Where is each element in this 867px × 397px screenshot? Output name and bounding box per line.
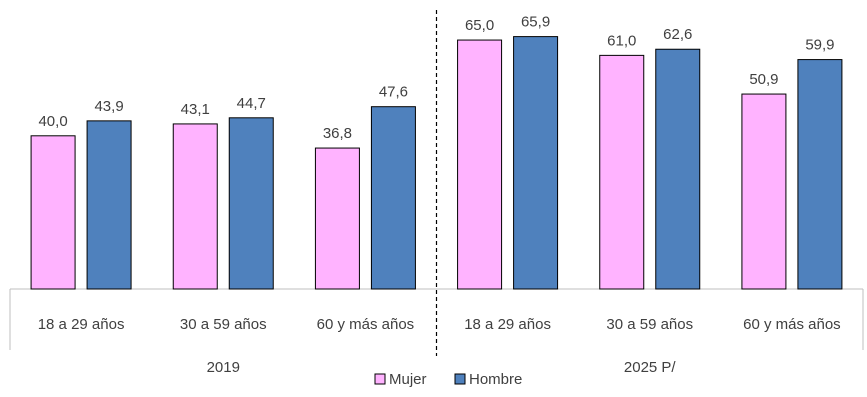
category-label: 30 a 59 años bbox=[180, 316, 267, 333]
data-label-mujer: 43,1 bbox=[181, 101, 210, 118]
data-label-hombre: 59,9 bbox=[805, 37, 834, 54]
bar-hombre bbox=[228, 117, 274, 290]
data-label-mujer: 61,0 bbox=[607, 32, 636, 49]
bar-hombre bbox=[655, 48, 701, 290]
bar-mujer bbox=[599, 54, 645, 290]
bar-hombre bbox=[86, 120, 132, 290]
category-label: 30 a 59 años bbox=[606, 316, 693, 333]
data-label-mujer: 40,0 bbox=[38, 113, 67, 130]
data-label-hombre: 62,6 bbox=[663, 26, 692, 43]
bar-mujer bbox=[741, 93, 787, 290]
category-label: 18 a 29 años bbox=[464, 316, 551, 333]
bar-mujer bbox=[172, 123, 218, 290]
category-label: 60 y más años bbox=[743, 316, 841, 333]
data-label-hombre: 43,9 bbox=[94, 98, 123, 115]
data-label-hombre: 47,6 bbox=[379, 84, 408, 101]
legend-label-hombre: Hombre bbox=[469, 371, 522, 388]
bar-mujer bbox=[457, 39, 503, 290]
bar-hombre bbox=[370, 106, 416, 290]
data-label-mujer: 65,0 bbox=[465, 17, 494, 34]
data-label-mujer: 36,8 bbox=[323, 125, 352, 142]
bar-mujer bbox=[30, 135, 76, 290]
category-label: 60 y más años bbox=[317, 316, 415, 333]
data-label-hombre: 44,7 bbox=[237, 95, 266, 112]
group-label: 2025 P/ bbox=[624, 359, 677, 376]
legend-label-mujer: Mujer bbox=[389, 371, 427, 388]
legend-swatch-mujer bbox=[374, 373, 386, 385]
data-label-mujer: 50,9 bbox=[749, 71, 778, 88]
bar-hombre bbox=[797, 59, 843, 290]
bar-hombre bbox=[513, 36, 559, 290]
legend-swatch-hombre bbox=[454, 373, 466, 385]
category-label: 18 a 29 años bbox=[38, 316, 125, 333]
bar-mujer bbox=[314, 147, 360, 290]
group-label: 2019 bbox=[207, 359, 240, 376]
data-label-hombre: 65,9 bbox=[521, 14, 550, 31]
